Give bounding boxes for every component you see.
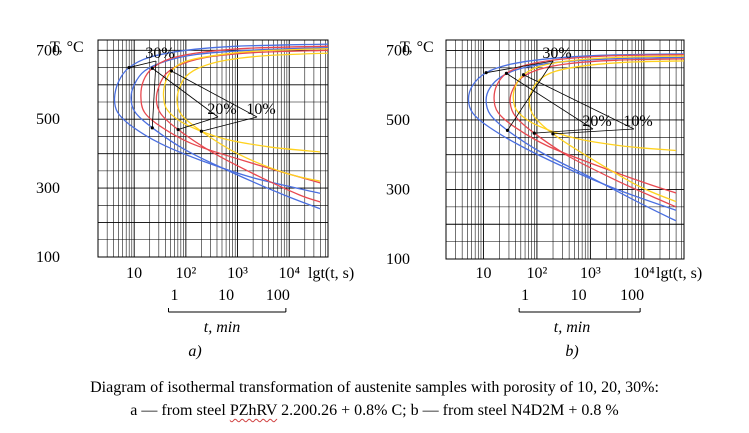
panel-b-min-title: t, min	[554, 319, 590, 336]
callout-dot	[176, 127, 180, 132]
panel-a-label: a)	[188, 343, 201, 360]
curve-20-start	[493, 53, 685, 194]
curve-10-start	[162, 47, 329, 153]
panel-a-frame	[97, 39, 329, 258]
curve-10-end	[528, 60, 685, 203]
callout-leader	[201, 116, 258, 132]
y-tick-label: 300	[386, 181, 410, 198]
callout-leader	[151, 60, 157, 128]
panel-a-curves	[113, 43, 329, 210]
y-tick-label: 100	[386, 251, 410, 268]
callout-label-30: 30%	[542, 45, 571, 62]
panel-a-grid	[97, 40, 328, 258]
caption-steel-grade-a: PZhRV	[229, 402, 278, 419]
x-tick-label: 10³	[227, 265, 248, 282]
figure-caption-line-1: Diagram of isothermal transformation of …	[90, 379, 659, 396]
callout-dot	[169, 69, 173, 73]
x-tick-label: 10	[475, 265, 491, 282]
callout-leader	[507, 60, 554, 131]
minute-tick-label: 1	[170, 287, 178, 304]
callout-leader	[128, 60, 157, 68]
callout-dot	[127, 65, 131, 70]
callout-label-30: 30%	[145, 45, 174, 62]
callout-label-10: 10%	[246, 101, 275, 118]
panel-a-xlabel: lgt(t, s)	[308, 265, 354, 282]
panel-a-min-title: t, min	[204, 319, 240, 336]
callout-leader	[506, 73, 594, 130]
panel-b-ylabel: T, °C	[400, 39, 434, 56]
minute-tick-label: 100	[620, 287, 644, 304]
curve-10-end	[176, 52, 329, 182]
callout-dot	[484, 71, 488, 75]
panel-b-xlabel: lgt(t, s)	[656, 265, 702, 282]
caption-line-2-prefix: a — from steel	[130, 402, 230, 419]
curve-30-start	[467, 53, 685, 211]
callout-dot	[551, 132, 555, 136]
minute-tick-label: 10	[218, 287, 234, 304]
callout-leader	[171, 70, 258, 118]
y-tick-label: 500	[386, 112, 410, 129]
panel-a-ylabel: T, °C	[50, 39, 84, 56]
callout-dot	[532, 131, 536, 135]
callout-dot	[504, 71, 509, 75]
x-tick-label: 10²	[175, 265, 196, 282]
panel-b-grid	[445, 40, 684, 260]
curve-20-end	[155, 49, 329, 203]
callout-leader	[152, 67, 219, 118]
panel-b: T, °C lgt(t, s) t, min b) 100 300 500 700 10…	[386, 39, 702, 360]
callout-label-20: 20%	[207, 101, 236, 118]
y-tick-label: 300	[36, 180, 60, 197]
y-tick-label: 500	[36, 111, 60, 128]
x-tick-label: 10⁴	[278, 265, 300, 282]
figure-caption-line-2: a — from steel PZhRV 2.200.26 + 0.8% C; …	[0, 401, 749, 421]
callout-dot	[521, 73, 526, 77]
callout-leader	[486, 60, 554, 74]
panel-a: T, °C lgt(t, s) t, min a) 100 300 500 700 10…	[36, 39, 354, 360]
minute-tick-label: 100	[266, 287, 290, 304]
y-tick-label: 700	[36, 42, 60, 59]
x-tick-label: 10²	[527, 265, 548, 282]
caption-line-2-suffix: 2.200.26 + 0.8% C; b — from steel N4D2M …	[277, 402, 619, 419]
minute-tick-label: 10	[571, 287, 587, 304]
callout-dot	[199, 129, 203, 133]
curve-30-start	[113, 43, 329, 194]
x-tick-label: 10⁴	[633, 265, 655, 282]
curve-20-start	[140, 45, 329, 184]
y-tick-label: 700	[386, 42, 410, 59]
x-tick-label: 10	[126, 265, 142, 282]
callout-label-10: 10%	[623, 113, 652, 130]
callout-dot	[150, 66, 154, 70]
callout-leader	[534, 128, 594, 134]
curve-20-end	[509, 58, 685, 208]
callout-label-20: 20%	[582, 113, 611, 130]
callout-dot	[505, 128, 510, 132]
panel-b-label: b)	[565, 343, 578, 360]
curve-30-end	[130, 46, 329, 210]
minute-tick-label: 1	[521, 287, 529, 304]
curve-10-start	[512, 55, 685, 152]
callout-leader	[523, 74, 635, 130]
panel-b-frame	[445, 39, 685, 260]
callout-leader	[552, 128, 635, 135]
panel-b-curves	[467, 53, 685, 222]
callout-dot	[150, 126, 154, 130]
x-tick-label: 10³	[580, 265, 601, 282]
callout-leader	[177, 116, 219, 130]
y-tick-label: 100	[36, 249, 60, 266]
